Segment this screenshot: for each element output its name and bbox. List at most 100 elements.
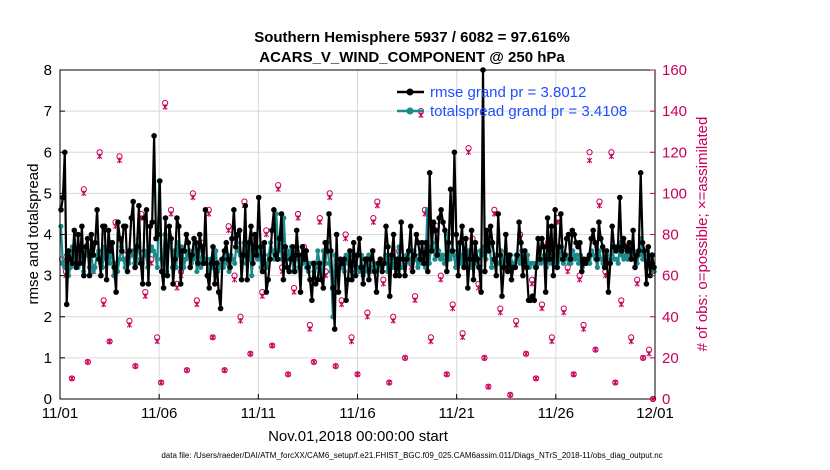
totalspread-point-17 — [90, 268, 96, 275]
rmse-point-110 — [267, 256, 273, 263]
totalspread-point-50 — [152, 252, 158, 258]
rmse-point-14 — [84, 235, 91, 242]
rmse-point-192 — [423, 239, 429, 246]
totalspread-point-206 — [447, 256, 453, 262]
rmse-point-15 — [86, 272, 93, 279]
totalspread-point-250 — [530, 260, 536, 266]
rmse-point-0 — [58, 207, 64, 213]
rmse-point-94 — [236, 227, 243, 234]
rmse-point-124 — [293, 227, 300, 234]
rmse-point-42 — [138, 260, 144, 267]
rmse-point-227 — [489, 239, 496, 246]
obs-assimilated-point-29 — [210, 334, 216, 341]
obs-assimilated-point-8 — [100, 301, 107, 308]
rmse-point-199 — [436, 215, 443, 221]
totalspread-point-51 — [154, 264, 160, 270]
rmse-point-142 — [328, 248, 334, 254]
rmse-point-235 — [504, 268, 511, 275]
rmse-point-260 — [552, 207, 558, 213]
rmse-point-59 — [170, 281, 176, 287]
rmse-point-200 — [438, 207, 444, 213]
rmse-point-78 — [206, 285, 212, 291]
rmse-point-301 — [630, 227, 636, 234]
rmse-point-57 — [166, 223, 173, 230]
rmse-point-184 — [407, 223, 414, 230]
totalspread-point-189 — [415, 264, 421, 270]
y-tick-label-3: 3 — [44, 268, 52, 285]
totalspread-point-259 — [547, 260, 553, 266]
obs-assimilated-point-106 — [618, 301, 624, 308]
y2-axis-ticks: 0 20 40 60 80 100 120 140 160 — [650, 62, 687, 408]
obs-assimilated-point-36 — [247, 350, 254, 357]
obs-assimilated-point-85 — [507, 392, 513, 398]
rmse-point-67 — [185, 239, 192, 246]
rmse-point-125 — [295, 252, 302, 258]
rmse-point-54 — [160, 285, 167, 291]
rmse-point-268 — [567, 256, 574, 263]
rmse-point-211 — [459, 223, 465, 230]
rmse-point-129 — [303, 248, 310, 254]
obs-assimilated-point-72 — [438, 276, 444, 283]
rmse-point-156 — [354, 252, 361, 258]
rmse-point-286 — [601, 264, 608, 271]
obs-assimilated-point-21 — [168, 211, 174, 217]
rmse-point-178 — [396, 272, 403, 279]
obs-assimilated-point-95 — [561, 309, 567, 316]
totalspread-point-272 — [572, 256, 578, 262]
rmse-point-29 — [113, 289, 119, 295]
rmse-point-258 — [548, 223, 555, 230]
rmse-point-305 — [637, 170, 644, 176]
obs-assimilated-point-93 — [549, 338, 555, 345]
obs-assimilated-point-55 — [348, 338, 355, 345]
x-tick-label-2: 11/11 — [241, 405, 276, 422]
rmse-point-239 — [512, 264, 519, 271]
chart-subtitle: ACARS_V_WIND_COMPONENT @ 250 hPa — [259, 49, 565, 66]
rmse-point-274 — [579, 268, 585, 275]
totalspread-point-266 — [560, 260, 567, 266]
rmse-point-205 — [447, 186, 454, 193]
rmse-point-210 — [457, 239, 464, 246]
rmse-point-307 — [641, 248, 648, 254]
obs-assimilated-point-70 — [428, 338, 434, 345]
rmse-point-226 — [487, 223, 494, 230]
rmse-point-90 — [229, 235, 235, 242]
obs-assimilated-point-28 — [206, 211, 212, 217]
rmse-point-242 — [518, 239, 524, 246]
rmse-point-288 — [605, 289, 612, 295]
totalspread-point-254 — [538, 260, 544, 266]
obs-assimilated-point-5 — [85, 359, 91, 365]
y-tick-label-2: 2 — [44, 309, 52, 326]
rmse-point-225 — [485, 248, 492, 254]
totalspread-point-72 — [194, 268, 200, 275]
totalspread-point-298 — [621, 256, 627, 262]
x-tick-label-3: 11/16 — [339, 405, 375, 422]
obs-assimilated-point-9 — [106, 338, 113, 345]
totalspread-point-295 — [615, 260, 621, 266]
rmse-point-197 — [432, 227, 439, 234]
rmse-point-198 — [434, 252, 441, 258]
rmse-point-121 — [288, 256, 294, 263]
rmse-point-60 — [172, 256, 178, 263]
obs-assimilated-point-51 — [327, 194, 333, 201]
rmse-point-16 — [88, 231, 95, 238]
rmse-point-32 — [119, 248, 125, 254]
rmse-point-241 — [516, 219, 522, 225]
obs-assimilated-point-74 — [450, 305, 456, 312]
rmse-point-45 — [143, 207, 150, 213]
rmse-point-27 — [109, 239, 116, 246]
rmse-point-186 — [411, 252, 418, 258]
rmse-point-250 — [533, 264, 539, 271]
rmse-point-312 — [651, 264, 657, 271]
rmse-point-207 — [451, 149, 458, 156]
rmse-point-164 — [369, 248, 376, 254]
rmse-point-127 — [299, 244, 306, 250]
totalspread-point-282 — [591, 252, 597, 258]
rmse-point-106 — [259, 268, 266, 275]
rmse-point-220 — [476, 264, 483, 271]
y-tick-label-0: 0 — [44, 391, 52, 408]
rmse-point-290 — [609, 223, 615, 230]
rmse-point-212 — [461, 264, 467, 271]
y2-tick-label-5: 100 — [662, 185, 687, 202]
obs-assimilated-point-43 — [285, 371, 291, 378]
rmse-point-136 — [316, 260, 323, 267]
